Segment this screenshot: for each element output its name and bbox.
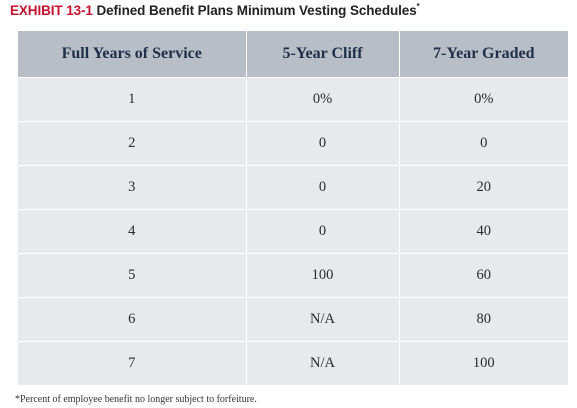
years-cell: 2 <box>18 121 247 166</box>
table-row: 7 N/A 100 <box>18 341 568 385</box>
graded-cell: 0 <box>399 121 568 166</box>
table-row: 6 N/A 80 <box>18 297 568 342</box>
graded-cell: 0% <box>399 77 568 122</box>
table-row: 4 0 40 <box>18 209 568 254</box>
cliff-cell: N/A <box>246 341 400 385</box>
graded-cell: 20 <box>399 165 568 210</box>
table-header-row: Full Years of Service 5-Year Cliff 7-Yea… <box>18 31 568 78</box>
cliff-cell: 0 <box>246 165 400 210</box>
years-cell: 4 <box>18 209 247 254</box>
exhibit-number: EXHIBIT 13-1 <box>10 3 93 18</box>
years-cell: 3 <box>18 165 247 210</box>
exhibit-asterisk: * <box>416 2 420 11</box>
table-row: 3 0 20 <box>18 165 568 210</box>
footnote: *Percent of employee benefit no longer s… <box>15 394 257 405</box>
header-5-year-cliff: 5-Year Cliff <box>246 31 400 78</box>
cliff-cell: 0 <box>246 121 400 166</box>
graded-cell: 100 <box>399 341 568 385</box>
cliff-cell: 0 <box>246 209 400 254</box>
graded-cell: 40 <box>399 209 568 254</box>
table-row: 5 100 60 <box>18 253 568 298</box>
header-full-years-of-service: Full Years of Service <box>18 31 247 78</box>
cliff-cell: 0% <box>246 77 400 122</box>
table-row: 2 0 0 <box>18 121 568 166</box>
exhibit-caption: Defined Benefit Plans Minimum Vesting Sc… <box>96 3 417 18</box>
cliff-cell: 100 <box>246 253 400 298</box>
graded-cell: 80 <box>399 297 568 342</box>
years-cell: 5 <box>18 253 247 298</box>
table-row: 1 0% 0% <box>18 77 568 122</box>
cliff-cell: N/A <box>246 297 400 342</box>
vesting-schedule-table: Full Years of Service 5-Year Cliff 7-Yea… <box>18 31 568 385</box>
years-cell: 6 <box>18 297 247 342</box>
graded-cell: 60 <box>399 253 568 298</box>
years-cell: 7 <box>18 341 247 385</box>
header-7-year-graded: 7-Year Graded <box>399 31 568 78</box>
years-cell: 1 <box>18 77 247 122</box>
exhibit-title: EXHIBIT 13-1 Defined Benefit Plans Minim… <box>10 2 420 18</box>
